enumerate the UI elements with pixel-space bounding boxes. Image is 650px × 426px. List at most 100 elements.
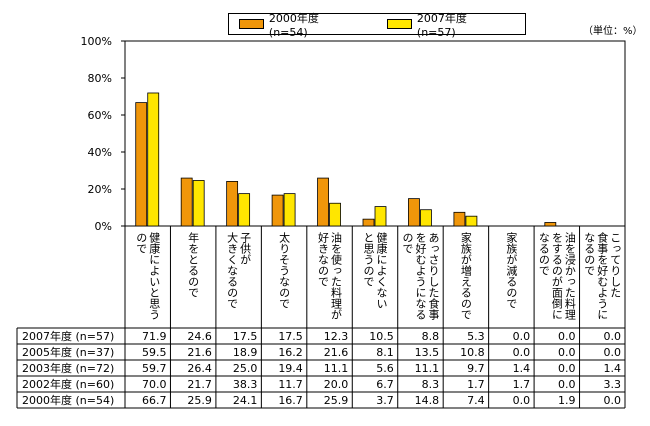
bar: [465, 215, 478, 227]
category-label: 食事を好むように: [596, 231, 609, 320]
table-cell: 11.1: [324, 362, 349, 375]
table-cell: 1.4: [604, 362, 622, 375]
table-cell: 25.9: [324, 394, 349, 407]
table-cell: 13.5: [415, 346, 440, 359]
category-label: をするのが面倒に: [550, 232, 563, 320]
table-cell: 18.9: [233, 346, 258, 359]
table-cell: 1.9: [558, 394, 576, 407]
bar: [453, 211, 466, 227]
table-row-label: 2003年度 (n=72): [22, 361, 114, 375]
table-cell: 10.8: [460, 346, 485, 359]
chart-legend: 2000年度 (n=54) 2007年度 (n=57): [228, 12, 526, 39]
table-cell: 20.0: [324, 378, 349, 391]
category-label: ので: [135, 232, 148, 254]
table-cell: 21.7: [187, 378, 212, 391]
table-cell: 0.0: [604, 346, 622, 359]
table-cell: 17.5: [278, 330, 303, 343]
bar: [180, 177, 193, 227]
legend-swatch-2007: [387, 19, 412, 29]
category-label: 子供が: [239, 232, 252, 265]
category-label: ので: [401, 232, 414, 254]
category-label: こってりした: [609, 232, 622, 298]
table-row-label: 2002年度 (n=60): [22, 377, 114, 391]
table-cell: 0.0: [558, 330, 576, 343]
table-cell: 1.7: [513, 378, 531, 391]
table-cell: 21.6: [187, 346, 212, 359]
table-cell: 25.9: [187, 394, 212, 407]
bar: [192, 180, 205, 227]
bar: [147, 92, 160, 227]
category-label: 年をとるので: [187, 231, 200, 298]
table-cell: 19.4: [278, 362, 303, 375]
table-cell: 1.7: [467, 378, 485, 391]
table-cell: 0.0: [604, 330, 622, 343]
unit-label: （単位：%）: [583, 26, 643, 37]
category-label: 好きなので: [317, 231, 330, 287]
table-cell: 70.0: [142, 378, 167, 391]
category-label: 健康によくない: [375, 232, 388, 309]
table-cell: 1.4: [513, 362, 531, 375]
table-cell: 5.3: [467, 330, 485, 343]
y-axis-labels: 0% 20% 40% 60% 80% 100%: [81, 35, 112, 233]
table-cell: 8.8: [422, 330, 440, 343]
table-cell: 12.3: [324, 330, 349, 343]
table-cell: 11.1: [415, 362, 440, 375]
table-row-label: 2007年度 (n=57): [22, 329, 114, 343]
category-label: を好むようになる: [414, 232, 427, 320]
table-cell: 59.5: [142, 346, 167, 359]
table-cell: 6.7: [376, 378, 394, 391]
table-cell: 9.7: [467, 362, 485, 375]
category-label: 大きくなるので: [226, 231, 239, 309]
bar: [329, 202, 341, 227]
table-cell: 3.7: [376, 394, 394, 407]
y-tick-label: 40%: [88, 146, 112, 159]
bar: [362, 218, 375, 227]
y-tick-label: 0%: [95, 220, 112, 233]
category-label: 健康によいと思う: [148, 232, 161, 320]
y-tick-label: 20%: [88, 183, 112, 196]
y-tick-label: 100%: [81, 35, 112, 48]
table-cell: 0.0: [513, 346, 531, 359]
category-label: と思うので: [362, 232, 375, 287]
bar: [374, 206, 387, 227]
category-label: なるので: [537, 232, 550, 276]
table-cell: 8.1: [376, 346, 394, 359]
bar: [283, 193, 296, 227]
table-cell: 59.7: [142, 362, 167, 375]
bar: [238, 193, 251, 227]
data-table: 2007年度 (n=57) 71.9 24.6 17.5 17.5 12.3 10.5 8.8…: [16, 327, 625, 409]
table-cell: 0.0: [604, 394, 622, 407]
table-cell: 16.7: [278, 394, 303, 407]
category-label: 油を浸かった料理: [563, 231, 576, 320]
category-label: なるので: [583, 232, 596, 276]
legend-item-2000: 2000年度 (n=54): [239, 10, 357, 39]
table-cell: 38.3: [233, 378, 258, 391]
bar-group: [135, 92, 557, 227]
table-row-label: 2005年度 (n=37): [22, 345, 114, 359]
legend-label-2000: 2000年度 (n=54): [268, 11, 319, 39]
bar: [544, 222, 557, 227]
table-cell: 26.4: [187, 362, 212, 375]
table-cell: 5.6: [376, 362, 394, 375]
category-label: 家族が減るので: [505, 231, 518, 309]
bar: [226, 181, 239, 227]
bar: [135, 102, 148, 227]
table-cell: 0.0: [513, 330, 531, 343]
table-cell: 3.3: [604, 378, 622, 391]
table-cell: 11.7: [278, 378, 303, 391]
table-cell: 8.3: [422, 378, 440, 391]
table-cell: 14.8: [415, 394, 440, 407]
bar: [271, 194, 284, 227]
legend-label-2007: 2007年度 (n=57): [416, 11, 467, 39]
table-cell: 0.0: [558, 346, 576, 359]
bar: [317, 177, 329, 227]
bar: [408, 198, 420, 227]
table-cell: 25.0: [233, 362, 258, 375]
table-cell: 17.5: [233, 330, 258, 343]
table-cell: 16.2: [278, 346, 303, 359]
table-cell: 71.9: [142, 330, 167, 343]
legend-swatch-2000: [239, 19, 264, 29]
table-cell: 0.0: [558, 362, 576, 375]
category-label: 家族が増えるので: [459, 231, 472, 320]
